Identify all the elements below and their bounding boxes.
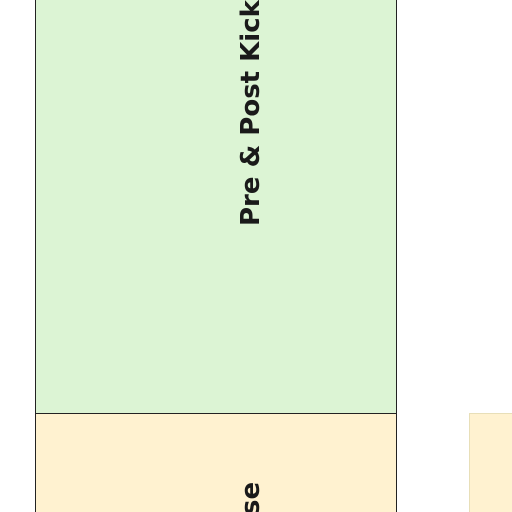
swimlane-phase: se — [35, 413, 397, 512]
swimlane-pre-post-kicks: Pre & Post Kicks — [35, 0, 397, 414]
swimlane-label: se — [236, 481, 266, 512]
swimlane-label: Pre & Post Kicks — [236, 0, 266, 226]
swimlane-partial — [469, 413, 512, 512]
